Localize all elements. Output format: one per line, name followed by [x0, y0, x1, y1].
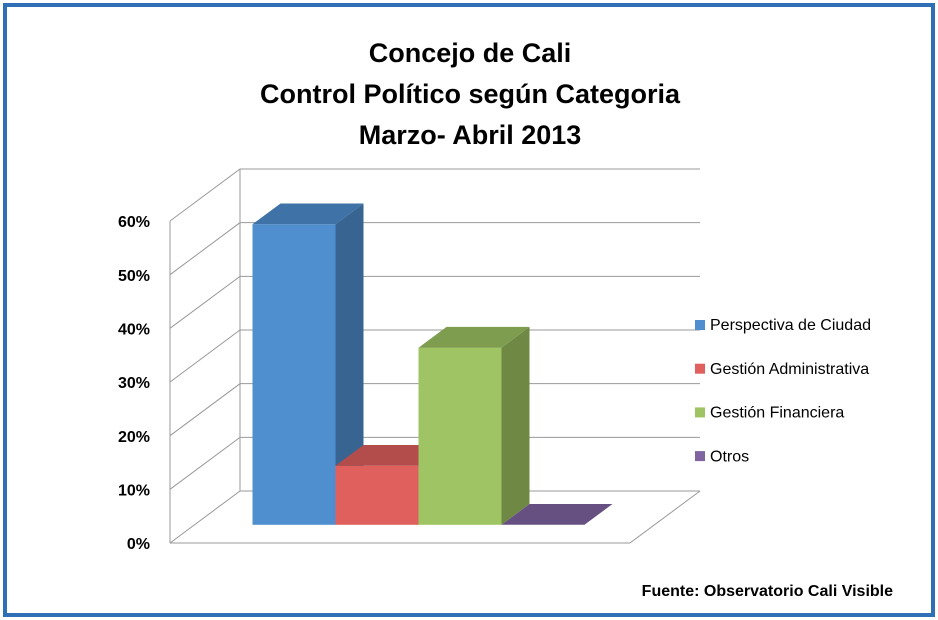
legend-label: Perspectiva de Ciudad: [710, 317, 871, 334]
bar-group: [501, 504, 613, 525]
legend-swatch: [695, 451, 705, 462]
y-tick-label: 0%: [127, 536, 150, 553]
bar: [252, 224, 336, 525]
legend-swatch: [695, 320, 705, 330]
source-note: Fuente: Observatorio Cali Visible: [642, 583, 893, 600]
legend-swatch: [695, 407, 705, 418]
y-tick-label: 40%: [118, 322, 150, 339]
bar-top: [252, 203, 364, 225]
legend-label: Gestión Administrativa: [710, 361, 869, 378]
chart-title: Control Político según Categoria: [260, 79, 681, 109]
chart-title: Marzo- Abril 2013: [359, 120, 582, 150]
y-tick-label: 20%: [118, 429, 150, 446]
grid-line: [169, 222, 700, 276]
y-tick-label: 60%: [118, 214, 150, 231]
bar-side: [501, 326, 530, 525]
grid-line: [169, 329, 700, 383]
grid-line: [169, 383, 700, 437]
chart-title: Concejo de Cali: [369, 38, 572, 68]
bar-top: [501, 504, 613, 525]
bar-group: [252, 203, 364, 525]
bar-group: [418, 326, 530, 525]
grid-line: [169, 490, 700, 544]
grid-line: [169, 168, 700, 222]
legend-label: Otros: [710, 448, 749, 465]
grid-line: [169, 275, 700, 329]
bar: [418, 347, 502, 525]
legend-swatch: [695, 363, 705, 374]
y-tick-label: 30%: [118, 375, 150, 392]
bar-side: [335, 203, 364, 525]
floor-edge: [629, 490, 701, 544]
y-tick-label: 50%: [118, 268, 150, 285]
bar-top: [418, 326, 530, 348]
y-tick-label: 10%: [118, 483, 150, 500]
grid-line: [169, 436, 700, 490]
bar: [335, 465, 419, 525]
legend-label: Gestión Financiera: [710, 405, 844, 422]
